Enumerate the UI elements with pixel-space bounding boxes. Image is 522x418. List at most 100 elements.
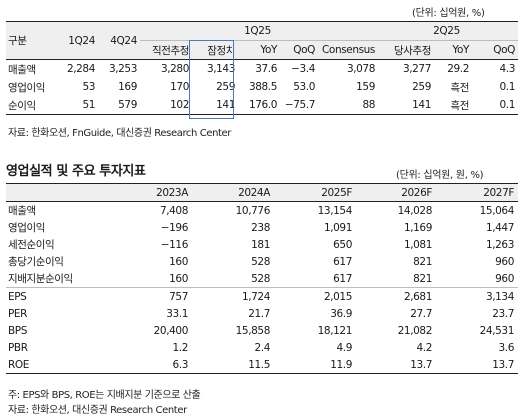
cell: 11.9	[274, 356, 356, 374]
cell: 33.1	[166, 307, 188, 320]
cell: 3.6	[498, 341, 515, 354]
cell: 0.1	[499, 99, 516, 111]
table-row: 영업이익 53 169 170 259 388.5 53.0 159 259 흑…	[6, 78, 518, 96]
cell: 160	[169, 272, 188, 285]
cell: 15,858	[235, 324, 271, 337]
table2-note: 주: EPS와 BPS, ROE는 지배지분 기준으로 산출	[8, 390, 201, 401]
cell: 1,169	[403, 221, 432, 234]
row-label: EPS	[6, 287, 110, 305]
table-row: 지배지분순이익 160 528 617 821 960	[6, 270, 518, 288]
cell: −116	[160, 238, 189, 251]
cell: 821	[413, 272, 432, 285]
cell: 11.5	[192, 356, 274, 374]
cell: 388.5	[248, 81, 277, 93]
cell: 821	[413, 255, 432, 268]
cell: 2,284	[66, 63, 95, 75]
cell: 3,253	[108, 63, 137, 75]
cell: 650	[333, 238, 352, 251]
row-label: PBR	[8, 341, 28, 354]
table-row: PER 33.1 21.7 36.9 27.7 23.7	[6, 305, 518, 322]
table2-col-header: 2025F	[274, 183, 356, 202]
cell: 1,263	[485, 238, 514, 251]
cell: 흑전	[450, 99, 469, 112]
table1-col-header: YoY	[434, 40, 472, 60]
table-row: 순이익 51 579 102 141 176.0 −75.7 88 141 흑전…	[6, 96, 518, 115]
cell: 37.6	[255, 63, 277, 75]
cell: 88	[362, 99, 375, 111]
table2-unit: (단위: 십억원, 원, %)	[396, 170, 484, 181]
cell: 169	[118, 81, 137, 93]
table-row: 매출액 7,408 10,776 13,154 14,028 15,064	[6, 202, 518, 220]
cell: 2.4	[254, 341, 271, 354]
row-label: BPS	[8, 324, 28, 337]
cell: 1,091	[323, 221, 352, 234]
row-label: 영업이익	[8, 222, 46, 234]
cell: 170	[170, 81, 189, 93]
cell: 102	[170, 99, 189, 111]
cell: 141	[216, 99, 235, 111]
cell: 1,724	[192, 287, 274, 305]
table1-col-header: QoQ	[280, 40, 318, 60]
section-title: 영업실적 및 주요 투자지표	[6, 164, 146, 179]
table2-source: 자료: 한화오션, 대신증권 Research Center	[8, 405, 187, 416]
cell: 181	[251, 238, 270, 251]
cell: 159	[356, 81, 375, 93]
table1-col-header: Consensus	[318, 40, 378, 60]
row-label: 매출액	[8, 205, 36, 217]
table1-col-header: QoQ	[472, 40, 518, 60]
table2-col-header: 2027F	[436, 183, 518, 202]
cell: 53	[82, 81, 95, 93]
table-row: 영업이익 −196 238 1,091 1,169 1,447	[6, 219, 518, 236]
row-label: 총당기순이익	[8, 256, 64, 268]
table-row: 세전순이익 −116 181 650 1,081 1,263	[6, 236, 518, 253]
table1-col-header: YoY	[238, 40, 280, 60]
cell: 29.2	[447, 63, 469, 75]
cell: 3,134	[436, 287, 518, 305]
cell: 2,015	[274, 287, 356, 305]
cell: 13.7	[356, 356, 436, 374]
cell: 18,121	[317, 324, 353, 337]
cell: 0.1	[499, 81, 516, 93]
table-row: 매출액 2,284 3,253 3,280 3,143 37.6 −3.4 3,…	[6, 60, 518, 79]
cell: −75.7	[284, 99, 316, 111]
cell: 15,064	[479, 204, 515, 217]
cell: 6.3	[110, 356, 192, 374]
cell: 528	[251, 255, 270, 268]
table1-col-header: 1Q24	[54, 21, 98, 60]
cell: 1,081	[403, 238, 432, 251]
table-row: PBR 1.2 2.4 4.9 4.2 3.6	[6, 339, 518, 356]
cell: 13.7	[436, 356, 518, 374]
row-label: 순이익	[8, 99, 36, 112]
table1-group-header-1q25: 1Q25	[140, 21, 378, 41]
cell: 259	[216, 81, 235, 93]
table1-col-header: 직전추정	[140, 40, 192, 60]
cell: 10,776	[235, 204, 271, 217]
cell: 259	[412, 81, 431, 93]
cell: 3,143	[206, 63, 235, 75]
cell: 3,078	[346, 63, 375, 75]
earnings-preview-table: 구분 1Q24 4Q24 1Q25 2Q25 직전추정 잠정치 YoY QoQ …	[6, 21, 518, 115]
cell: 960	[495, 272, 514, 285]
row-label: ROE	[6, 356, 110, 374]
table2-header-row: 2023A 2024A 2025F 2026F 2027F	[6, 183, 518, 202]
cell: 23.7	[492, 307, 514, 320]
cell: −3.4	[291, 63, 315, 75]
cell: 27.7	[410, 307, 432, 320]
cell: 24,531	[479, 324, 515, 337]
cell: 1,447	[485, 221, 514, 234]
table2-col-header: 2023A	[110, 183, 192, 202]
cell: 20,400	[153, 324, 189, 337]
table1-source: 자료: 한화오션, FnGuide, 대신증권 Research Center	[8, 128, 232, 139]
cell: 2,681	[356, 287, 436, 305]
row-label: 지배지분순이익	[8, 273, 73, 285]
cell: 141	[412, 99, 431, 111]
cell: 7,408	[159, 204, 188, 217]
table2-body: 매출액 7,408 10,776 13,154 14,028 15,064 영업이익 −196…	[6, 202, 518, 374]
cell: 617	[333, 255, 352, 268]
row-label: 매출액	[8, 63, 36, 76]
table2-col-header	[6, 183, 110, 202]
cell: 36.9	[330, 307, 352, 320]
row-label: PER	[8, 307, 28, 320]
cell: 21.7	[248, 307, 270, 320]
cell: 1.2	[172, 341, 189, 354]
